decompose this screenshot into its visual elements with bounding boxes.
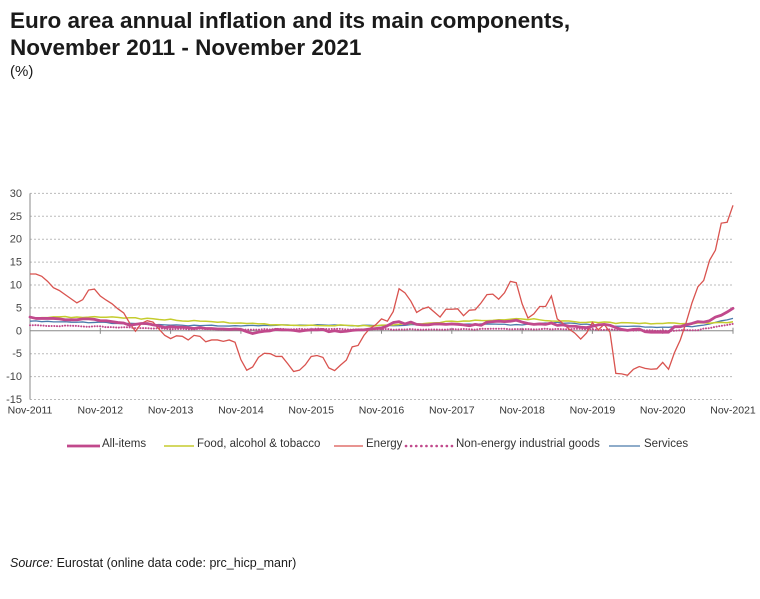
svg-text:Nov-2019: Nov-2019 [570,405,616,417]
svg-text:20: 20 [10,234,22,246]
svg-text:Nov-2014: Nov-2014 [218,405,264,417]
svg-text:30: 30 [10,188,22,200]
svg-text:0: 0 [16,325,22,337]
svg-text:Nov-2017: Nov-2017 [429,405,475,417]
svg-text:Nov-2011: Nov-2011 [8,405,53,417]
svg-text:5: 5 [16,302,22,314]
svg-text:Nov-2021: Nov-2021 [710,405,756,417]
svg-text:25: 25 [10,211,22,223]
svg-text:-5: -5 [12,348,22,360]
svg-text:15: 15 [10,257,22,269]
svg-text:Nov-2013: Nov-2013 [148,405,194,417]
svg-text:Nov-2016: Nov-2016 [359,405,405,417]
svg-text:Nov-2012: Nov-2012 [78,405,124,417]
svg-text:Nov-2018: Nov-2018 [499,405,545,417]
svg-text:Nov-2015: Nov-2015 [288,405,334,417]
svg-text:Nov-2020: Nov-2020 [640,405,686,417]
svg-text:10: 10 [10,280,22,292]
svg-text:-10: -10 [6,371,22,383]
